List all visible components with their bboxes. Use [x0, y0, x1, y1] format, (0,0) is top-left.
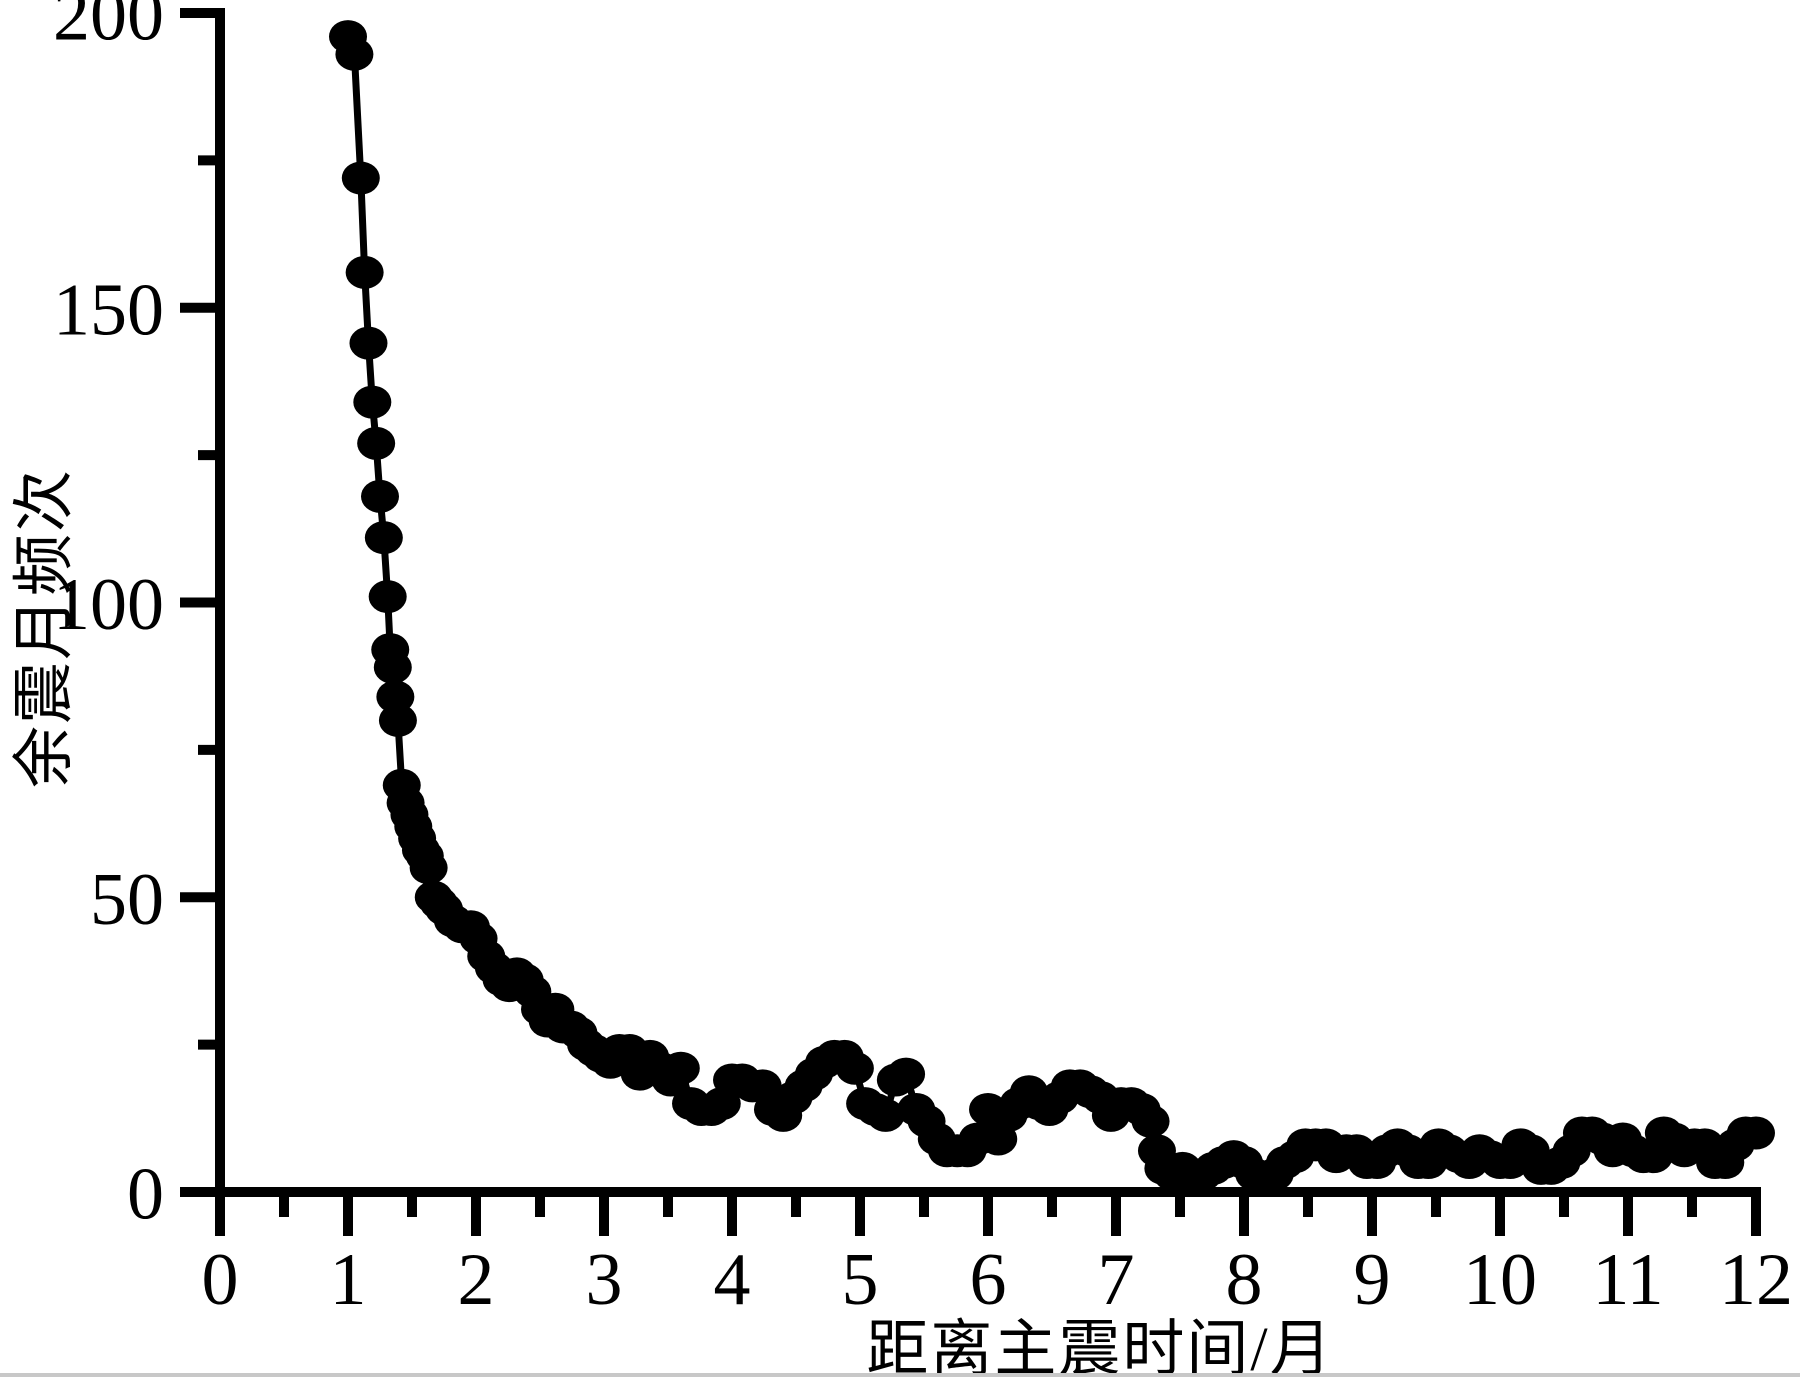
data-point: [357, 426, 396, 460]
data-point: [335, 37, 374, 71]
data-point: [373, 650, 412, 684]
data-point: [368, 580, 407, 614]
x-tick-label: 4: [714, 1239, 751, 1321]
data-point: [341, 161, 380, 195]
data-point: [349, 326, 388, 360]
x-tick-label: 3: [586, 1239, 623, 1321]
x-tick-label: 5: [842, 1239, 879, 1321]
y-tick-label: 100: [53, 564, 164, 646]
x-tick-label: 11: [1592, 1239, 1663, 1321]
y-tick-label: 0: [127, 1154, 164, 1236]
data-point: [835, 1051, 874, 1085]
x-tick-label: 2: [458, 1239, 495, 1321]
x-tick-label: 9: [1354, 1239, 1391, 1321]
data-point: [345, 255, 384, 289]
x-tick-label: 1: [330, 1239, 367, 1321]
data-point: [378, 703, 417, 737]
data-point: [1737, 1116, 1775, 1150]
x-tick-label: 10: [1463, 1239, 1537, 1321]
x-tick-label: 0: [202, 1239, 239, 1321]
data-point: [364, 521, 403, 555]
window-bottom-edge: [0, 1373, 1800, 1377]
data-point: [409, 851, 448, 885]
data-series: [329, 20, 1775, 1197]
y-tick-label: 50: [90, 859, 164, 941]
data-point: [353, 385, 392, 419]
x-tick-label: 6: [970, 1239, 1007, 1321]
data-point: [887, 1057, 926, 1091]
data-point: [1131, 1104, 1170, 1138]
x-axis-title: 距离主震时间/月: [866, 1316, 1334, 1380]
data-point: [866, 1098, 905, 1132]
y-axis-title: 余震月频次: [11, 467, 79, 789]
data-point: [361, 479, 399, 513]
y-tick-label: 200: [53, 0, 164, 57]
x-tick-label: 8: [1226, 1239, 1263, 1321]
x-tick-label: 12: [1719, 1239, 1793, 1321]
y-tick-label: 150: [53, 269, 164, 351]
x-tick-label: 7: [1098, 1239, 1135, 1321]
data-point: [661, 1051, 700, 1085]
